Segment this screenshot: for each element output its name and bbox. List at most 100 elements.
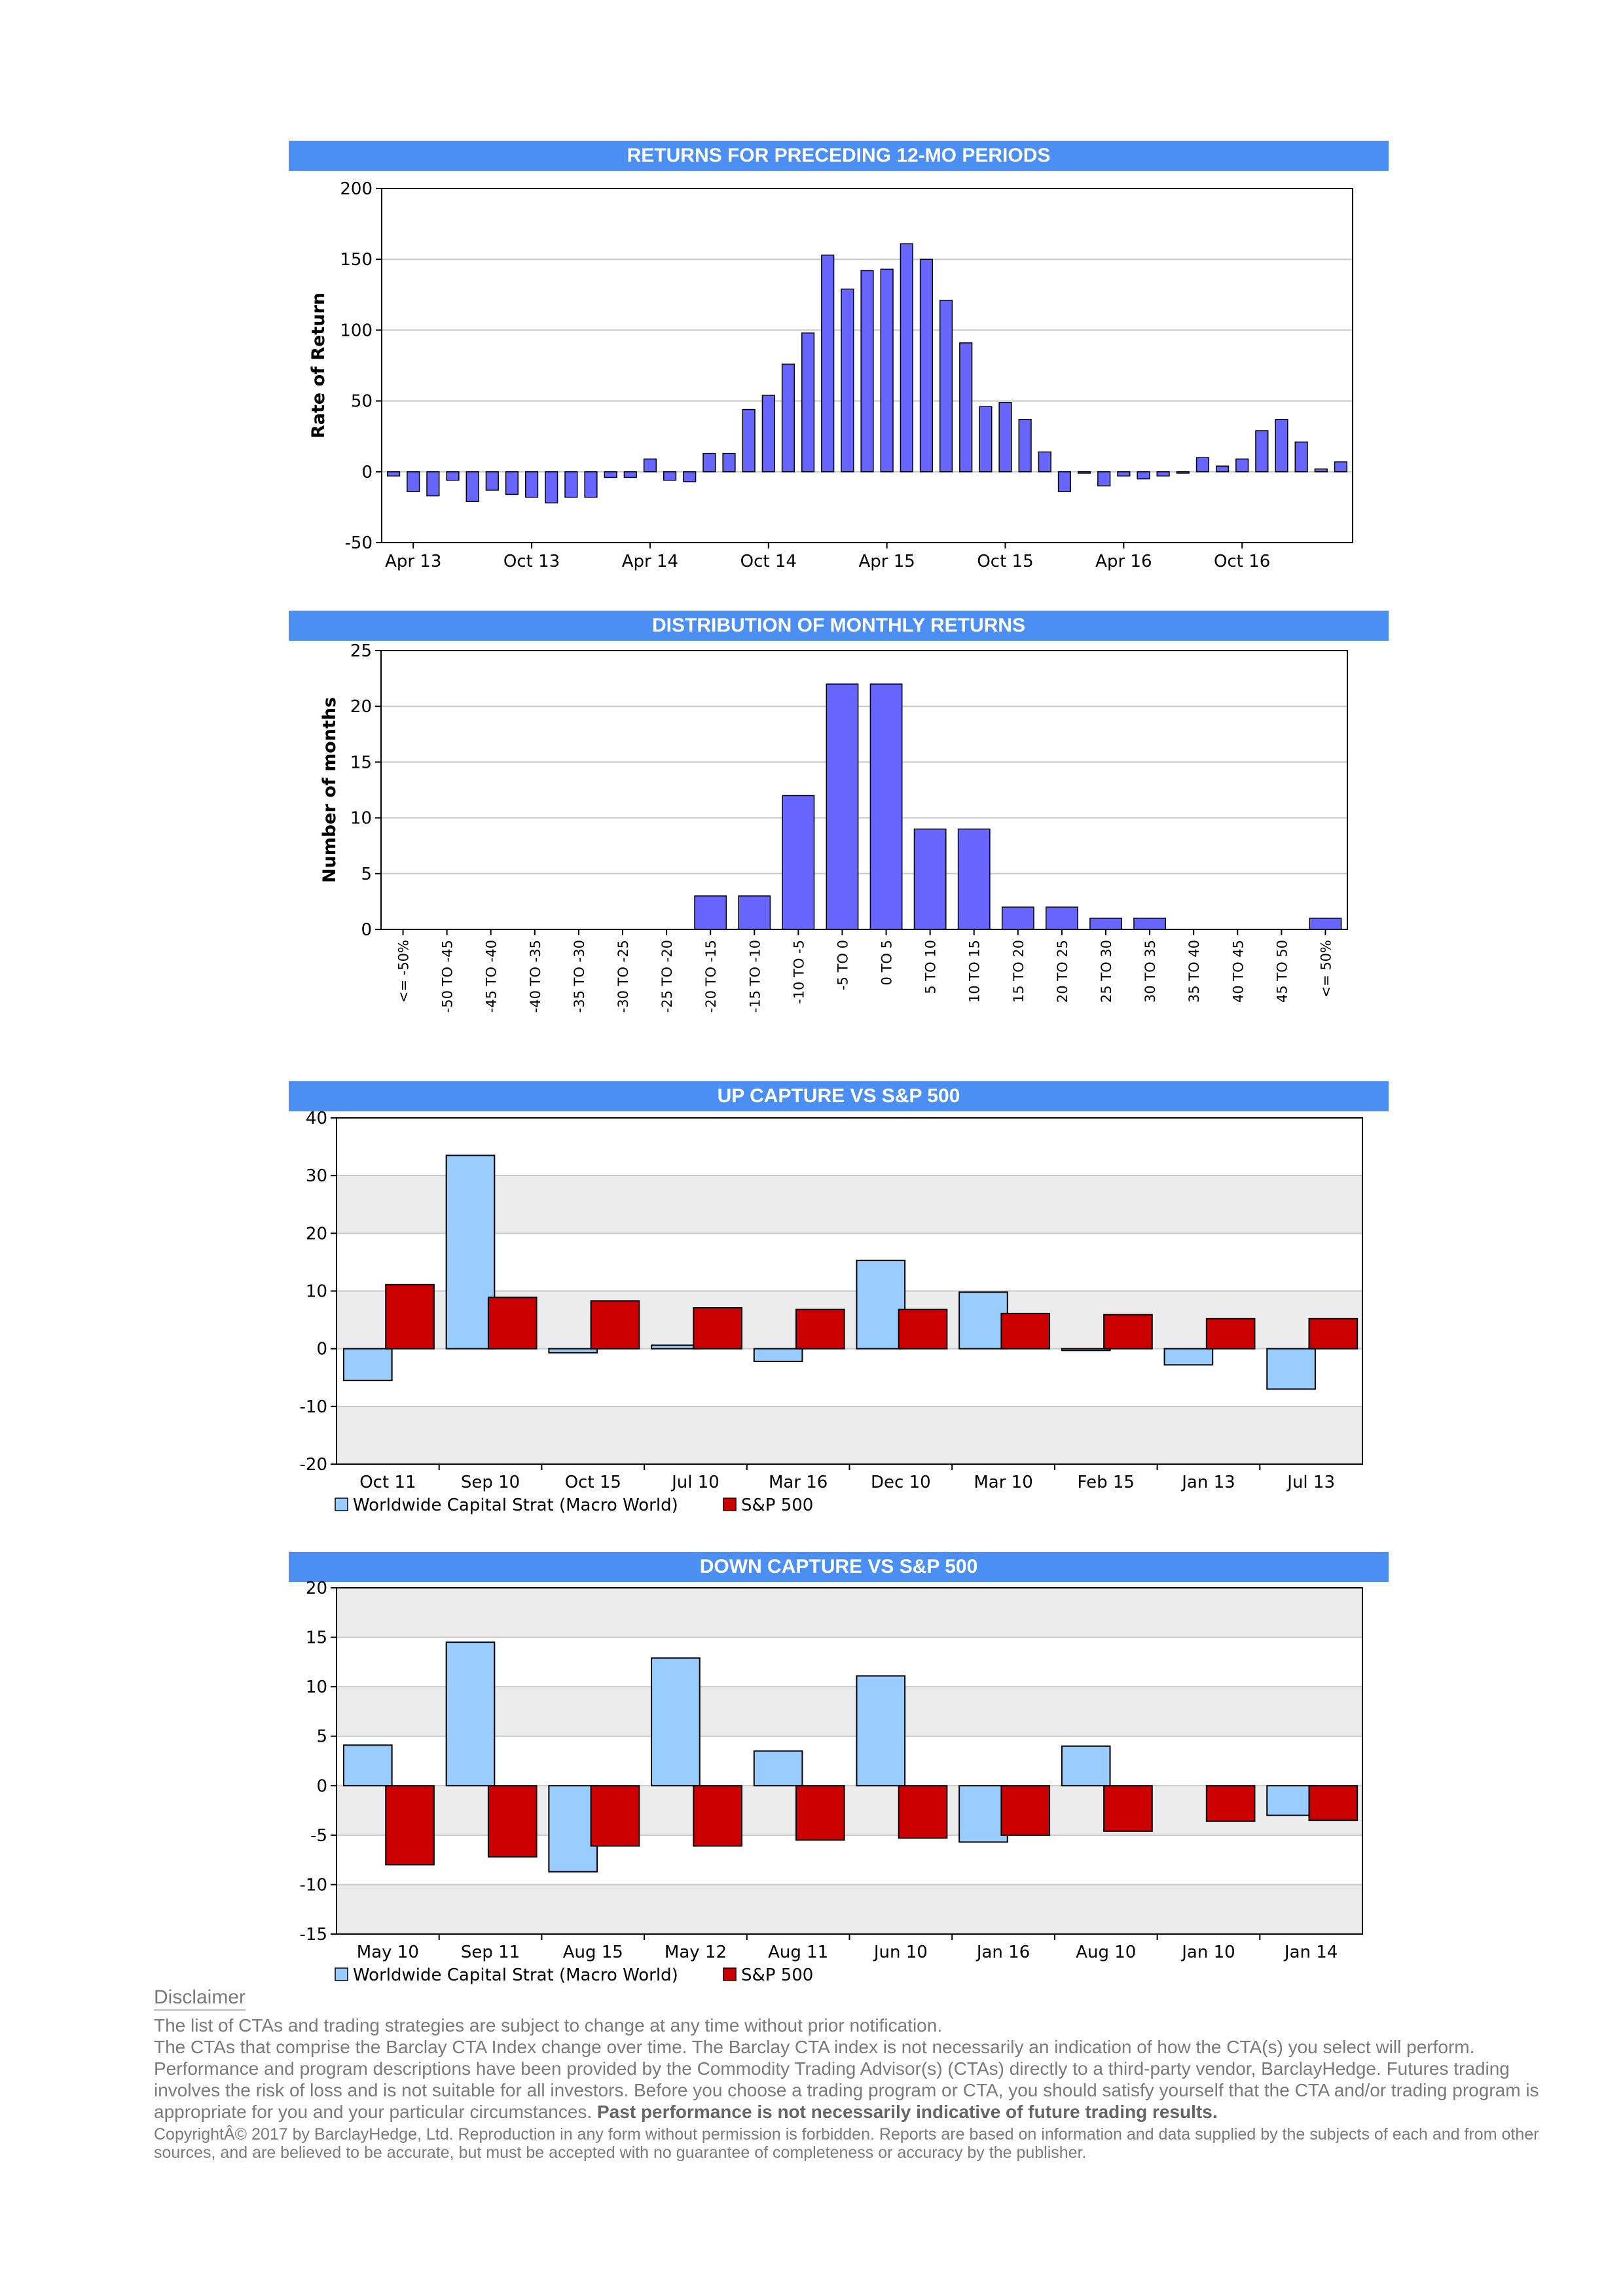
legend-swatch [723, 1498, 737, 1511]
bar [821, 254, 835, 473]
bar [913, 828, 947, 930]
disclaimer-p1: The list of CTAs and trading strategies … [154, 2015, 943, 2036]
legend-label: S&P 500 [741, 1496, 813, 1515]
bar [1077, 471, 1091, 474]
x-tick-label: Apr 15 [858, 552, 915, 571]
x-tick-label: Jul 10 [670, 1473, 720, 1492]
bar [545, 471, 558, 504]
bar [722, 452, 736, 473]
bar [663, 471, 677, 481]
bar [826, 683, 859, 930]
y-tick-label: 0 [316, 1776, 327, 1796]
bar [959, 342, 973, 473]
bar [683, 471, 697, 482]
bar [1038, 451, 1051, 473]
bar-fund [1163, 1348, 1214, 1366]
distribution-header: DISTRIBUTION OF MONTHLY RETURNS [289, 611, 1389, 641]
plot-border [381, 188, 1353, 543]
y-tick-label: -20 [300, 1455, 327, 1475]
bar [1057, 471, 1072, 492]
y-tick-label: 100 [340, 321, 373, 340]
legend-swatch [335, 1498, 348, 1511]
plot-band [337, 1588, 1362, 1638]
disclaimer: Disclaimer The list of CTAs and trading … [154, 1986, 1548, 2162]
y-tick-label: 10 [306, 1677, 327, 1697]
x-tick-label: May 10 [357, 1943, 419, 1962]
plot-border [380, 650, 1348, 930]
bar [386, 471, 401, 477]
x-tick-label: 20 TO 25 [1055, 940, 1070, 1003]
down-capture-chart: -15 -10 -5 0 5 10 15 20 May 10 Sep 11 Aug 15 May 12… [300, 1579, 1363, 1985]
x-tick-label: Jul 13 [1286, 1473, 1335, 1492]
bar [1097, 471, 1111, 487]
bar-fund [856, 1675, 906, 1787]
y-tick-label: 200 [340, 179, 373, 199]
bar-sp500 [693, 1785, 742, 1847]
bar [998, 402, 1012, 473]
bar [1235, 458, 1249, 473]
bar [426, 471, 440, 497]
y-tick-label: 30 [306, 1166, 327, 1186]
bar [1156, 471, 1170, 477]
y-tick-label: -10 [300, 1397, 327, 1417]
bar-fund [651, 1657, 701, 1787]
disclaimer-copyright: CopyrightÂ© 2017 by BarclayHedge, Ltd. R… [154, 2125, 1539, 2162]
bar [446, 471, 460, 481]
plot-border [336, 1587, 1363, 1935]
bar-fund [753, 1348, 803, 1363]
bar [860, 270, 874, 473]
x-tick-label: Mar 16 [769, 1473, 828, 1492]
y-tick-label: 0 [361, 920, 372, 940]
x-tick-label: 45 TO 50 [1274, 940, 1290, 1003]
y-tick-label: -50 [345, 533, 373, 553]
bar [564, 471, 578, 498]
y-tick-label: 150 [340, 250, 373, 270]
bar-fund [1061, 1745, 1111, 1787]
bar [1255, 430, 1269, 473]
x-tick-label: -50 TO -45 [440, 940, 456, 1013]
x-tick-label: -10 TO -5 [791, 940, 807, 1004]
bar [604, 471, 617, 478]
x-tick-label: Oct 11 [359, 1473, 416, 1492]
bar-fund [651, 1344, 701, 1350]
x-tick-label: Aug 15 [563, 1943, 623, 1962]
legend-swatch [723, 1967, 737, 1981]
disclaimer-p2: The CTAs that comprise the Barclay CTA I… [154, 2037, 1475, 2057]
y-tick-label: 0 [316, 1340, 327, 1359]
y-tick-label: 5 [316, 1727, 327, 1747]
x-tick-label: 40 TO 45 [1230, 940, 1246, 1003]
y-tick-label: 5 [361, 865, 372, 884]
bar [782, 795, 815, 930]
bar-fund [342, 1348, 393, 1382]
bar-sp500 [1308, 1318, 1359, 1350]
y-tick-label: 20 [350, 697, 372, 717]
bar [1314, 468, 1328, 473]
bar-fund [856, 1259, 906, 1350]
legend-label: Worldwide Capital Strat (Macro World) [353, 1965, 678, 1985]
x-tick-label: 25 TO 30 [1099, 940, 1114, 1003]
bar [584, 471, 598, 498]
disclaimer-p3-text: Performance and program descriptions hav… [154, 2058, 1539, 2122]
x-tick-label: Dec 10 [871, 1473, 931, 1492]
up-capture-chart: -20 -10 0 10 20 30 40 Oct 11 Sep 10 Oct 15 Jul 10 M… [300, 1109, 1363, 1515]
x-tick-label: -15 TO -10 [747, 940, 763, 1013]
bar-fund [342, 1744, 393, 1787]
y-tick-label: 25 [350, 641, 372, 661]
y-tick-label: 15 [306, 1628, 327, 1648]
bar-fund [1061, 1348, 1111, 1352]
bar-sp500 [1205, 1318, 1256, 1350]
bar [841, 288, 854, 473]
x-tick-label: -35 TO -30 [572, 940, 587, 1013]
y-tick-label: 10 [306, 1282, 327, 1302]
y-tick-label: -15 [300, 1925, 327, 1945]
bar-sp500 [1103, 1314, 1153, 1350]
bar-fund [445, 1155, 496, 1350]
bar [738, 895, 771, 930]
x-tick-label: <= 50% [1318, 940, 1334, 998]
plot-band [337, 1406, 1362, 1464]
x-tick-label: Apr 16 [1095, 552, 1152, 571]
y-tick-label: -5 [310, 1826, 327, 1846]
bar [880, 268, 894, 473]
legend-swatch [335, 1967, 348, 1981]
x-tick-label: 5 TO 10 [923, 940, 939, 994]
